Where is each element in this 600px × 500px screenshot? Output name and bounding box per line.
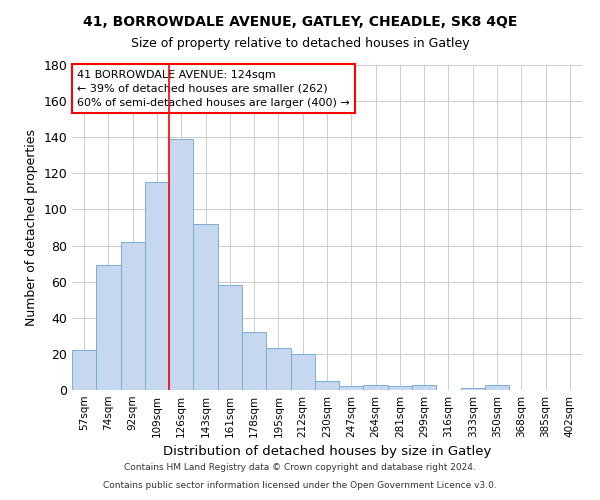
Bar (242, 332, 266, 390)
Bar (121, 242, 145, 390)
Bar (266, 348, 290, 390)
Text: Contains HM Land Registry data © Crown copyright and database right 2024.: Contains HM Land Registry data © Crown c… (124, 464, 476, 472)
X-axis label: Distribution of detached houses by size in Gatley: Distribution of detached houses by size … (163, 446, 491, 458)
Text: Contains public sector information licensed under the Open Government Licence v3: Contains public sector information licen… (103, 481, 497, 490)
Bar (72, 350, 96, 390)
Bar (193, 224, 218, 390)
Text: 41, BORROWDALE AVENUE, GATLEY, CHEADLE, SK8 4QE: 41, BORROWDALE AVENUE, GATLEY, CHEADLE, … (83, 15, 517, 29)
Bar (218, 286, 242, 390)
Bar (364, 384, 388, 390)
Bar (145, 182, 169, 390)
Y-axis label: Number of detached properties: Number of detached properties (25, 129, 38, 326)
Bar (485, 384, 509, 390)
Bar (169, 139, 193, 390)
Bar (339, 386, 364, 390)
Text: 41 BORROWDALE AVENUE: 124sqm
← 39% of detached houses are smaller (262)
60% of s: 41 BORROWDALE AVENUE: 124sqm ← 39% of de… (77, 70, 350, 108)
Bar (96, 266, 121, 390)
Bar (315, 381, 339, 390)
Text: Size of property relative to detached houses in Gatley: Size of property relative to detached ho… (131, 38, 469, 51)
Bar (388, 386, 412, 390)
Bar (461, 388, 485, 390)
Bar (412, 384, 436, 390)
Bar (290, 354, 315, 390)
